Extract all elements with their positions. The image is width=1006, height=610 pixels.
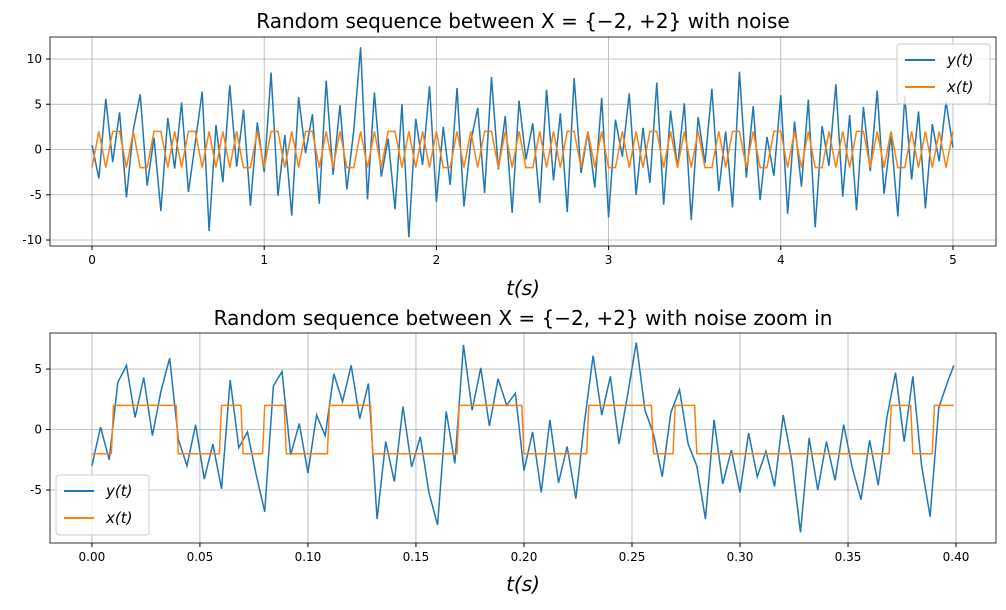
x-axis-label: t(s) — [506, 572, 540, 596]
y-tick-label: 5 — [34, 97, 42, 111]
x-tick-label: 0.35 — [835, 550, 862, 564]
x-tick-label: 0 — [88, 253, 96, 267]
data-line — [91, 404, 954, 455]
data-line — [91, 342, 955, 533]
y-tick-label: 5 — [34, 362, 42, 376]
x-tick-label: 5 — [949, 253, 957, 267]
y-tick-label: -5 — [30, 483, 42, 497]
y-tick-label: 10 — [27, 52, 42, 66]
chart-title: Random sequence between X = {−2, +2} wit… — [256, 9, 789, 33]
x-tick-label: 2 — [433, 253, 441, 267]
data-line — [91, 130, 954, 169]
y-tick-label: 0 — [34, 143, 42, 157]
y-tick-label: 0 — [34, 423, 42, 437]
x-tick-label: 0.40 — [943, 550, 970, 564]
legend-label: y(t) — [946, 51, 973, 69]
x-tick-label: 0.30 — [727, 550, 754, 564]
x-tick-label: 0.10 — [295, 550, 322, 564]
x-axis-label: t(s) — [506, 276, 540, 300]
x-tick-label: 4 — [777, 253, 785, 267]
axes-frame — [49, 332, 997, 544]
x-tick-label: 3 — [605, 253, 613, 267]
y-tick-label: -10 — [22, 233, 42, 247]
legend-label: x(t) — [946, 78, 973, 96]
axes-frame — [49, 36, 997, 247]
x-tick-label: 0.00 — [79, 550, 106, 564]
chart-title: Random sequence between X = {−2, +2} wit… — [214, 306, 833, 330]
legend-box — [896, 43, 991, 105]
legend-label: y(t) — [105, 482, 132, 500]
legend-box — [55, 474, 150, 536]
x-tick-label: 0.25 — [619, 550, 646, 564]
x-tick-label: 0.15 — [403, 550, 430, 564]
x-tick-label: 0.20 — [511, 550, 538, 564]
x-tick-label: 1 — [260, 253, 268, 267]
x-tick-label: 0.05 — [187, 550, 214, 564]
y-tick-label: -5 — [30, 188, 42, 202]
data-line — [91, 47, 954, 238]
legend-label: x(t) — [105, 509, 132, 527]
